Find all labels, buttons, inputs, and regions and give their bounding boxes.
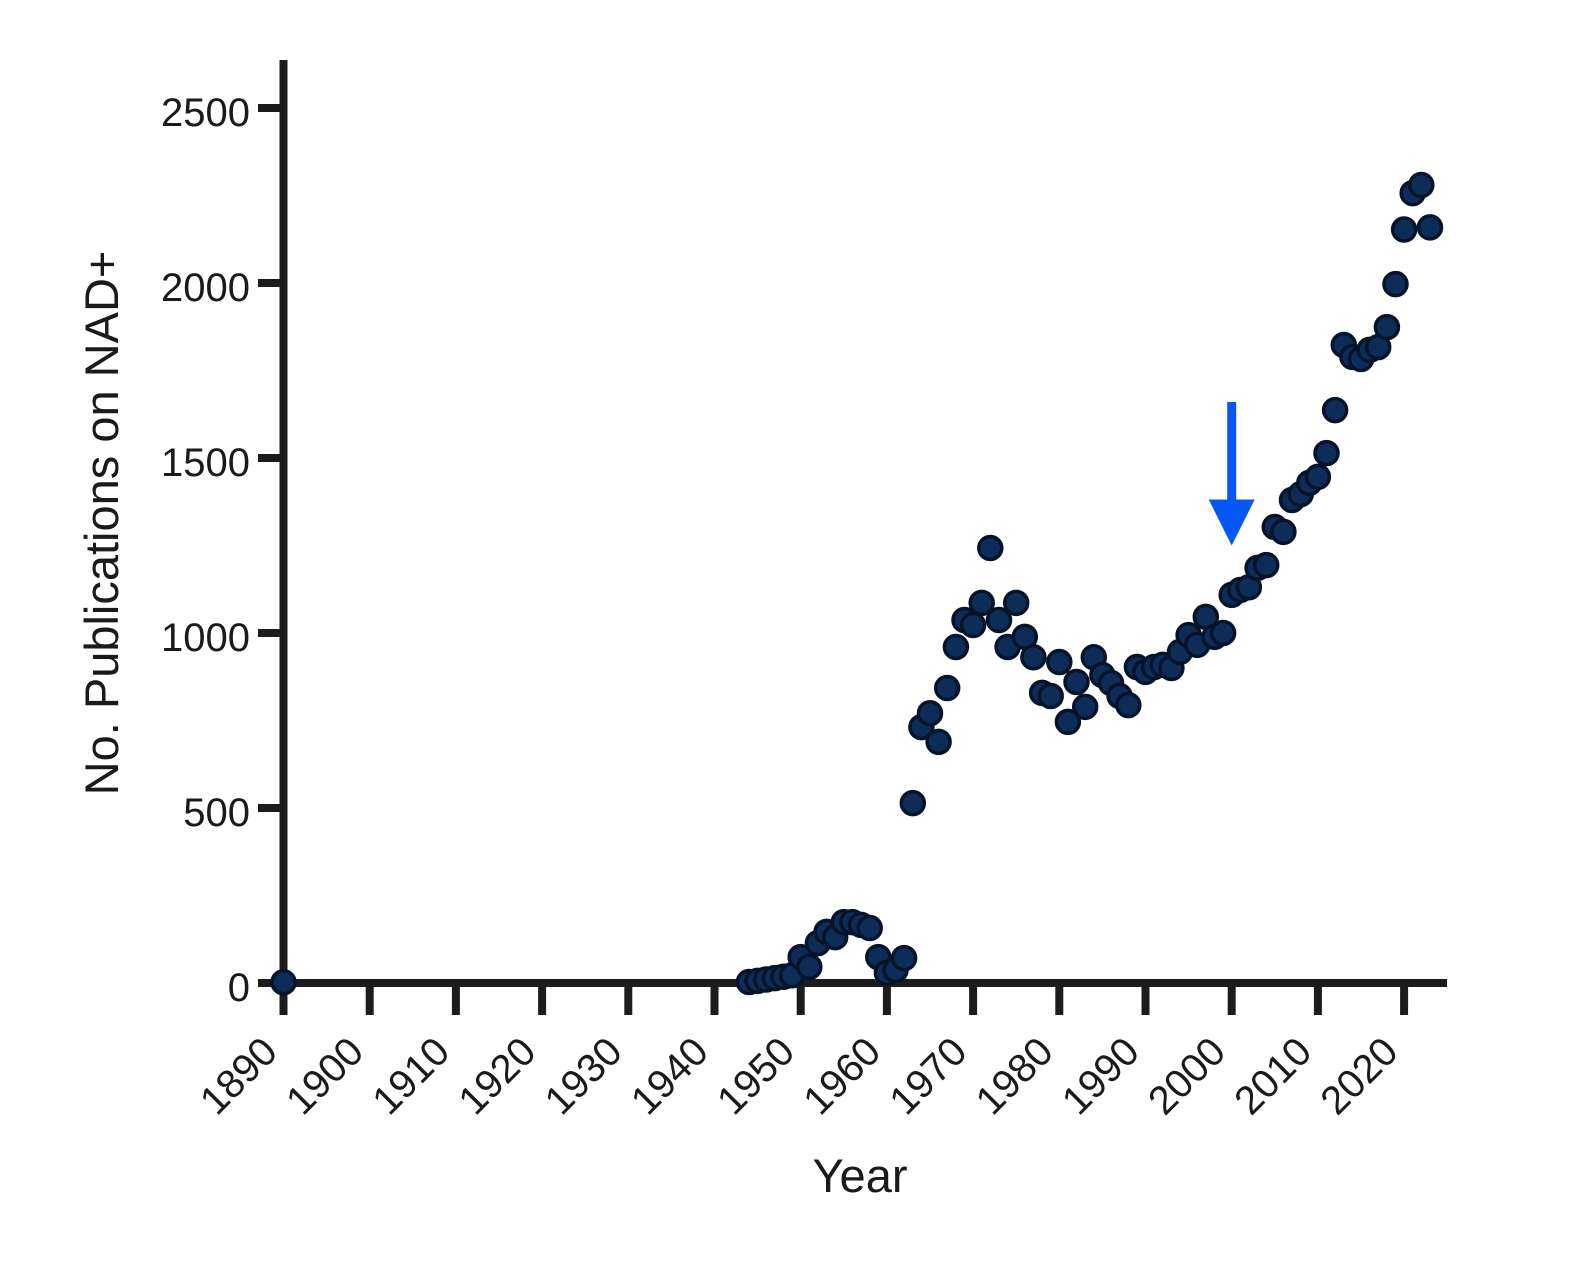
scatter-points	[270, 171, 1444, 996]
x-tick-label: 1920	[450, 1029, 544, 1123]
x-tick-label: 1930	[537, 1029, 631, 1123]
x-tick-label: 1940	[623, 1029, 717, 1123]
data-point	[1071, 693, 1099, 721]
data-point	[1209, 619, 1237, 647]
data-point	[1390, 216, 1418, 243]
y-tick-label: 1000	[161, 616, 250, 660]
data-point	[1063, 668, 1090, 696]
x-ticks	[279, 983, 1409, 1015]
y-tick-label: 500	[183, 791, 250, 835]
data-point	[959, 611, 987, 639]
data-point	[270, 969, 297, 996]
data-point	[1408, 171, 1435, 199]
x-tick-label: 1950	[709, 1029, 803, 1123]
data-point	[796, 953, 823, 981]
data-point	[856, 914, 883, 942]
y-tick-label: 0	[228, 966, 250, 1010]
y-tick-labels: 0 500 1000 1500 2000 2500	[161, 91, 250, 1010]
data-point	[985, 606, 1013, 634]
data-point	[1313, 439, 1340, 467]
x-axis: 1890190019101920193019401950196019701980…	[192, 979, 1447, 1123]
data-point	[1304, 463, 1332, 491]
x-tick-label: 1890	[192, 1029, 286, 1123]
data-point	[977, 534, 1004, 562]
data-point	[1382, 270, 1409, 298]
data-point	[933, 674, 961, 702]
data-point	[916, 699, 944, 727]
annotation-arrow	[1208, 402, 1255, 546]
y-tick-label: 2500	[161, 91, 250, 135]
data-point	[1002, 589, 1030, 617]
x-tick-label: 1980	[968, 1029, 1062, 1123]
data-point	[1046, 648, 1073, 676]
data-point	[1373, 313, 1401, 341]
x-tick-label: 1900	[278, 1029, 372, 1123]
data-point	[899, 789, 927, 817]
data-point	[1115, 691, 1142, 719]
data-point	[1037, 682, 1064, 710]
data-point	[1416, 214, 1444, 241]
data-point	[925, 728, 952, 756]
x-tick-label: 1910	[364, 1029, 458, 1123]
x-axis-title: Year	[813, 1149, 908, 1202]
arrow-shaft	[1227, 402, 1237, 500]
y-tick-label: 2000	[161, 266, 250, 310]
arrow-head	[1208, 499, 1255, 546]
data-point	[1054, 708, 1082, 736]
y-ticks	[258, 104, 284, 987]
data-point	[890, 944, 918, 972]
data-point	[1252, 551, 1280, 579]
x-tick-label: 2010	[1226, 1029, 1320, 1123]
x-tick-labels: 1890190019101920193019401950196019701980…	[192, 1029, 1407, 1123]
y-axis: 0 500 1000 1500 2000 2500	[161, 60, 288, 1010]
data-point	[1321, 396, 1349, 424]
data-point	[942, 633, 970, 661]
x-tick-label: 2020	[1312, 1029, 1406, 1123]
x-tick-label: 1990	[1054, 1029, 1148, 1123]
x-tick-label: 2000	[1140, 1029, 1234, 1123]
data-point	[968, 589, 995, 617]
x-tick-label: 1970	[881, 1029, 975, 1123]
data-point	[1270, 518, 1297, 546]
y-tick-label: 1500	[161, 441, 250, 485]
data-point	[1020, 643, 1047, 671]
x-tick-label: 1960	[795, 1029, 889, 1123]
y-axis-title: No. Publications on NAD+	[75, 251, 128, 796]
